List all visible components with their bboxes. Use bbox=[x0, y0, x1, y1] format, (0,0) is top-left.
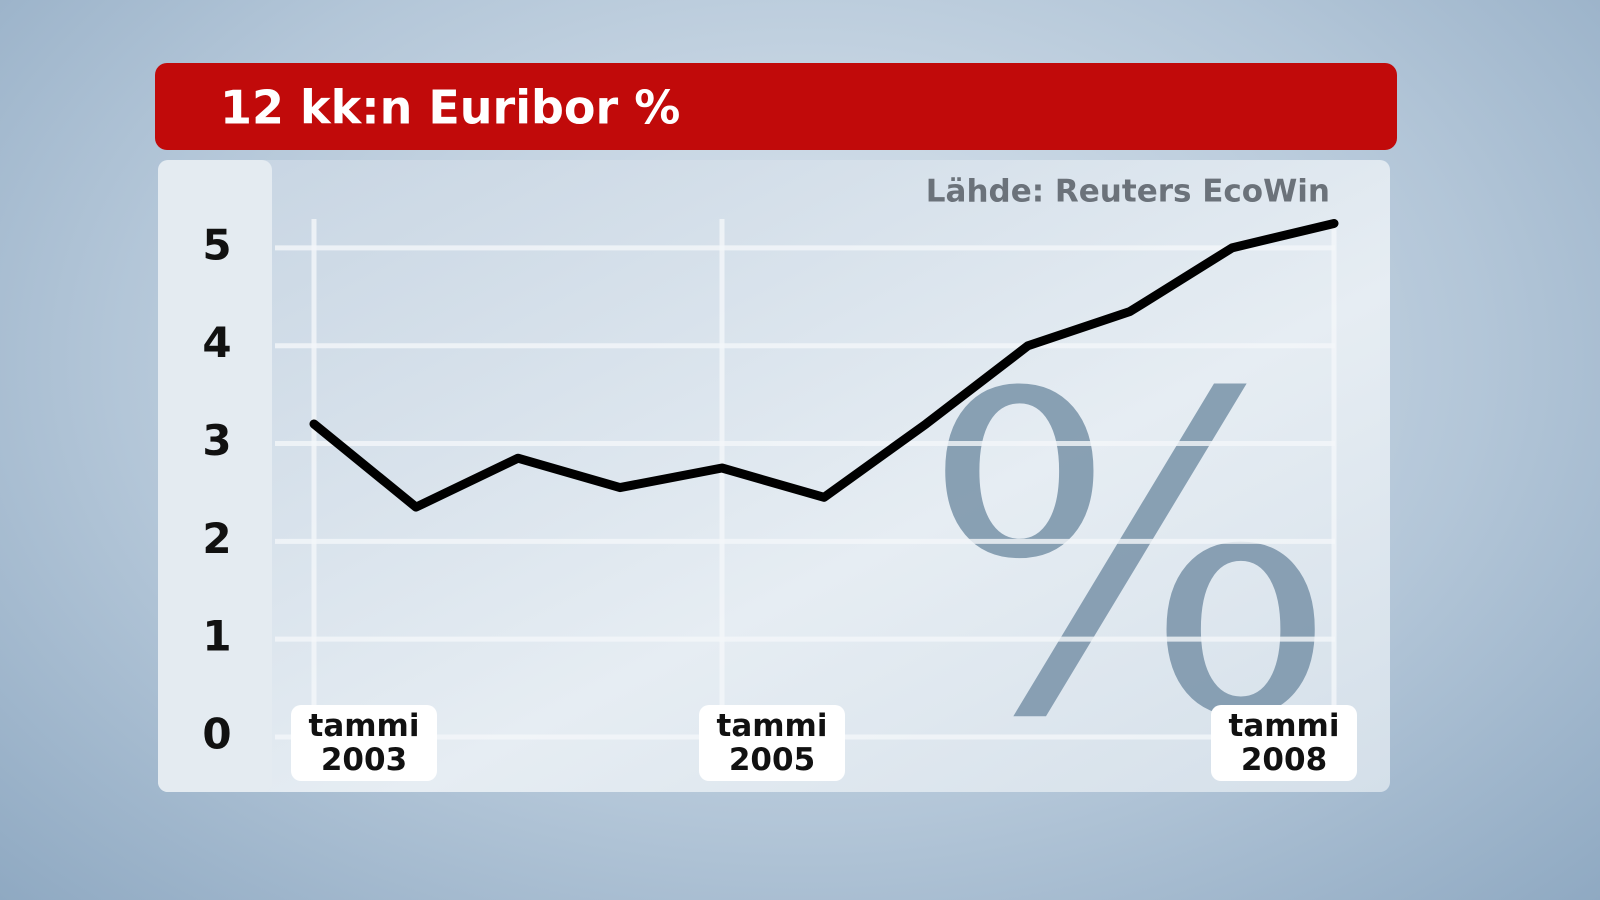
chart-title: 12 kk:n Euribor % bbox=[220, 81, 680, 135]
title-bar bbox=[155, 63, 1397, 150]
y-tick-label: 0 bbox=[202, 710, 231, 759]
y-tick-label: 2 bbox=[202, 514, 231, 563]
y-tick-label: 4 bbox=[202, 318, 231, 367]
line-series bbox=[309, 218, 1339, 512]
plot-panel bbox=[158, 160, 1390, 792]
y-tick-label: 3 bbox=[202, 416, 231, 465]
x-tick-label: tammi 2008 bbox=[1211, 705, 1357, 781]
x-tick-label: tammi 2005 bbox=[699, 705, 845, 781]
y-tick-label: 5 bbox=[202, 220, 231, 269]
y-axis-strip bbox=[158, 160, 272, 792]
y-tick-label: 1 bbox=[202, 612, 231, 661]
x-tick-label: tammi 2003 bbox=[291, 705, 437, 781]
source: Lähde: Reuters EcoWin bbox=[926, 174, 1330, 210]
